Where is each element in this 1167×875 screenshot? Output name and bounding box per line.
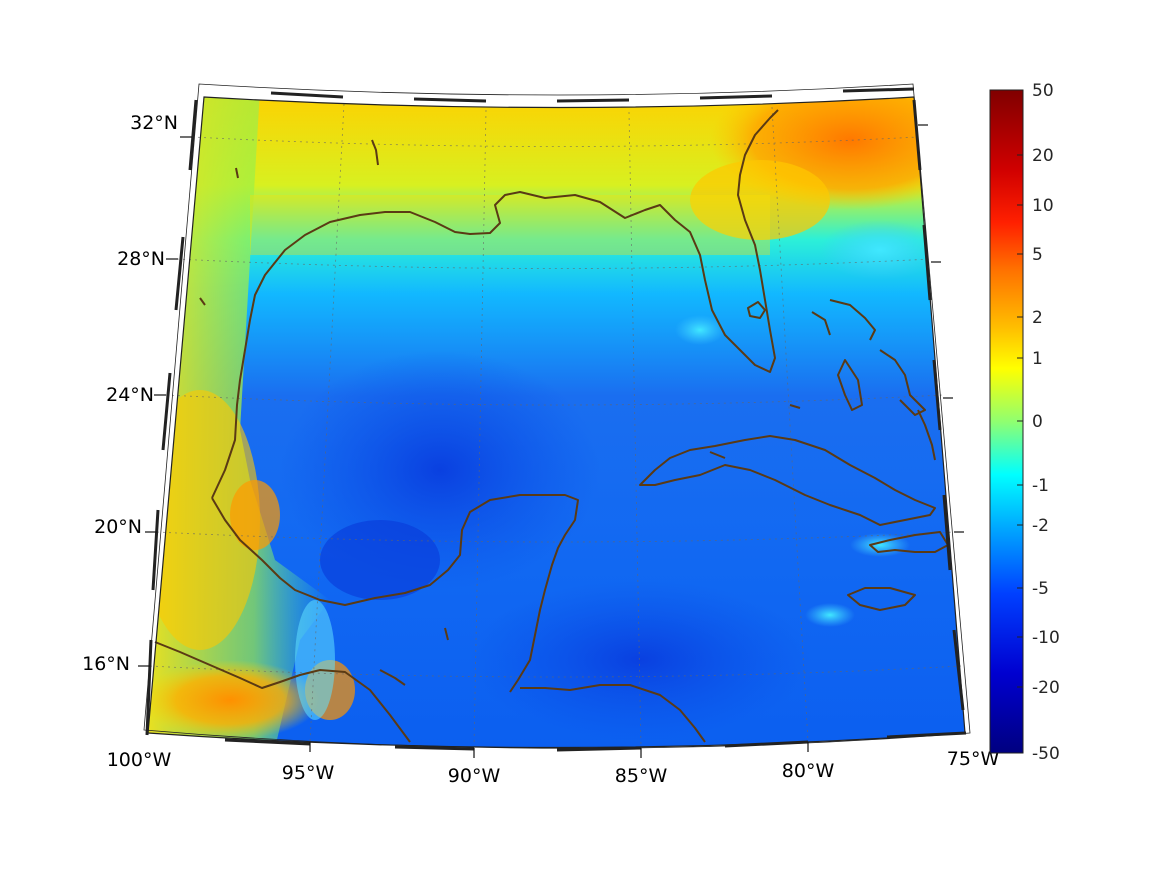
colorbar-label: 20 — [1032, 146, 1054, 166]
colorbar-label: 2 — [1032, 308, 1043, 328]
colorbar: 50 20 10 5 2 1 0 -1 -2 -5 -10 -20 -50 — [989, 81, 1060, 764]
coastlines — [154, 109, 949, 743]
colorbar-label: 0 — [1032, 412, 1043, 432]
data-field — [148, 97, 965, 748]
lon-label-75: 75°W — [947, 748, 1000, 770]
frame-ticks — [138, 124, 964, 758]
lon-label-80: 80°W — [782, 760, 835, 782]
lon-labels: 100°W 95°W 90°W 85°W 80°W 75°W — [107, 748, 1000, 787]
colorbar-label: 10 — [1032, 196, 1054, 216]
lon-label-95: 95°W — [282, 762, 335, 784]
lat-label-20: 20°N — [94, 516, 142, 538]
colorbar-label: 5 — [1032, 245, 1043, 265]
colorbar-label: -20 — [1032, 678, 1060, 698]
graticule — [149, 103, 962, 749]
lat-labels: 32°N 28°N 24°N 20°N 16°N — [82, 112, 178, 675]
lat-label-28: 28°N — [117, 248, 165, 270]
lon-label-90: 90°W — [448, 765, 501, 787]
lat-label-24: 24°N — [106, 384, 154, 406]
colorbar-ticks — [1017, 154, 1023, 688]
lon-label-100: 100°W — [107, 749, 172, 771]
lat-label-16: 16°N — [82, 653, 130, 675]
colorbar-label: -10 — [1032, 628, 1060, 648]
colorbar-label: 1 — [1032, 349, 1043, 369]
colorbar-label: -50 — [1032, 744, 1060, 764]
colorbar-label: -2 — [1032, 516, 1049, 536]
map-frame — [143, 83, 971, 752]
colorbar-label: 50 — [1032, 81, 1054, 101]
lat-label-32: 32°N — [130, 112, 178, 134]
colorbar-label: -1 — [1032, 476, 1049, 496]
lon-label-85: 85°W — [615, 765, 668, 787]
colorbar-label: -5 — [1032, 579, 1049, 599]
